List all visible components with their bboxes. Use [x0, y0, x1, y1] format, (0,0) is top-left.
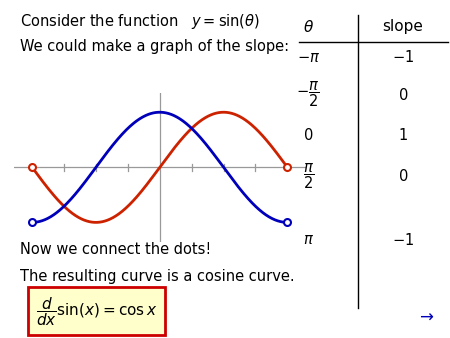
Text: $-1$: $-1$	[392, 232, 414, 248]
Text: Consider the function   $y = \sin(\theta)$: Consider the function $y = \sin(\theta)$	[20, 12, 260, 31]
Text: slope: slope	[382, 19, 423, 33]
Text: $\pi$: $\pi$	[303, 233, 314, 247]
Text: $\dfrac{d}{dx}\sin(x) = \cos x$: $\dfrac{d}{dx}\sin(x) = \cos x$	[36, 295, 158, 328]
Text: $0$: $0$	[303, 127, 314, 143]
Text: $1$: $1$	[398, 127, 408, 143]
Text: $\rightarrow$: $\rightarrow$	[416, 307, 434, 325]
Text: $-\pi$: $-\pi$	[297, 50, 320, 65]
Text: $-\dfrac{\pi}{2}$: $-\dfrac{\pi}{2}$	[297, 80, 320, 110]
Text: $0$: $0$	[397, 87, 408, 103]
Text: Now we connect the dots!: Now we connect the dots!	[20, 242, 212, 257]
Text: $-1$: $-1$	[392, 49, 414, 66]
Text: $\dfrac{\pi}{2}$: $\dfrac{\pi}{2}$	[302, 161, 314, 191]
Text: $\theta$: $\theta$	[303, 19, 314, 34]
Text: $0$: $0$	[397, 168, 408, 184]
Text: The resulting curve is a cosine curve.: The resulting curve is a cosine curve.	[20, 269, 295, 284]
Text: We could make a graph of the slope:: We could make a graph of the slope:	[20, 39, 289, 54]
